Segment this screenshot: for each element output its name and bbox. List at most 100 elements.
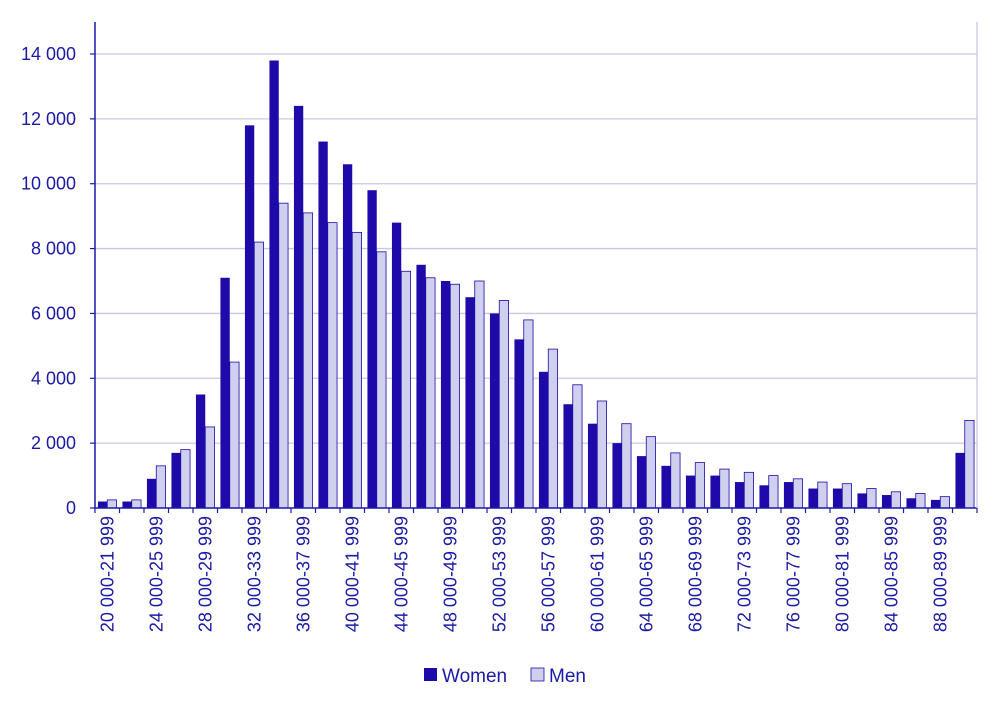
bar-men-7 — [278, 202, 289, 509]
bar-men-33 — [915, 493, 926, 509]
x-tick-label: 84 000-85 999 — [881, 516, 901, 632]
bar-women-16 — [489, 313, 500, 508]
bar-men-1 — [131, 499, 142, 509]
bar-men-31 — [866, 488, 877, 509]
bar-men-34 — [939, 496, 950, 509]
legend-women-label: Women — [442, 666, 507, 687]
bar-women-6 — [244, 125, 255, 508]
y-tick-label: 8 000 — [31, 239, 76, 259]
legend-men-label: Men — [549, 666, 586, 687]
bar-women-1 — [122, 501, 132, 508]
bar-women-20 — [587, 423, 598, 508]
bar-men-25 — [719, 468, 730, 509]
bar-women-15 — [465, 297, 475, 508]
x-tick-label: 60 000-61 999 — [587, 516, 607, 632]
bar-men-12 — [400, 270, 411, 509]
axes — [90, 22, 978, 513]
bar-women-2 — [146, 478, 157, 508]
bar-men-10 — [351, 231, 362, 509]
bar-women-3 — [171, 452, 181, 508]
bar-men-11 — [376, 251, 387, 509]
bar-men-32 — [890, 491, 901, 509]
x-tick-label: 88 000-89 999 — [930, 516, 950, 632]
x-tick-label: 76 000-77 999 — [783, 516, 803, 632]
bar-men-16 — [498, 300, 509, 509]
bar-women-23 — [661, 465, 671, 508]
bar-women-32 — [881, 495, 892, 508]
y-axis-tick-labels: 0 2 000 4 000 6 000 8 000 10 000 12 000 14 000 — [21, 44, 76, 518]
bars — [97, 60, 975, 509]
x-tick-label: 52 000-53 999 — [489, 516, 509, 632]
x-tick-label: 36 000-37 999 — [293, 516, 313, 632]
bar-men-17 — [523, 319, 534, 509]
bar-men-2 — [155, 465, 166, 509]
bar-men-13 — [425, 277, 436, 509]
bar-men-3 — [180, 449, 191, 509]
bar-men-9 — [327, 222, 338, 509]
bar-women-35 — [955, 452, 965, 508]
bar-men-8 — [302, 212, 313, 509]
bar-women-21 — [612, 443, 622, 508]
bar-women-8 — [293, 105, 304, 508]
x-tick-label: 32 000-33 999 — [244, 516, 264, 632]
bar-men-20 — [596, 400, 607, 509]
bar-women-11 — [367, 190, 377, 508]
bar-men-26 — [743, 471, 754, 509]
bar-men-24 — [694, 462, 705, 509]
bar-women-18 — [538, 371, 549, 508]
bar-women-7 — [269, 60, 279, 509]
bar-men-21 — [621, 423, 632, 509]
bar-men-29 — [817, 481, 828, 509]
y-tick-label: 12 000 — [21, 109, 76, 129]
y-tick-label: 14 000 — [21, 44, 76, 64]
bar-men-0 — [106, 499, 117, 509]
bar-women-28 — [783, 482, 794, 508]
bar-women-30 — [832, 488, 843, 508]
bar-women-9 — [318, 141, 328, 508]
y-tick-label: 2 000 — [31, 433, 76, 453]
bar-men-14 — [449, 283, 460, 509]
bar-men-27 — [768, 475, 779, 509]
bar-women-33 — [906, 498, 916, 508]
bar-women-29 — [808, 488, 818, 508]
bar-women-14 — [440, 281, 451, 508]
x-axis-tick-labels: 20 000-21 999 24 000-25 999 28 000-29 999 3… — [97, 516, 950, 632]
bar-women-22 — [636, 456, 647, 508]
x-tick-label: 40 000-41 999 — [342, 516, 362, 632]
x-tick-label: 20 000-21 999 — [97, 516, 117, 632]
bar-men-28 — [792, 478, 803, 509]
bar-men-15 — [474, 280, 485, 509]
bar-women-24 — [685, 475, 696, 508]
bar-men-22 — [645, 436, 656, 509]
bar-men-18 — [547, 348, 558, 509]
bar-women-0 — [97, 501, 108, 508]
x-tick-label: 28 000-29 999 — [195, 516, 215, 632]
bar-women-10 — [342, 164, 353, 508]
bar-women-19 — [563, 404, 573, 508]
bar-women-12 — [391, 222, 402, 508]
bar-men-23 — [670, 452, 681, 509]
x-tick-label: 44 000-45 999 — [391, 516, 411, 632]
x-tick-label: 48 000-49 999 — [440, 516, 460, 632]
x-tick-label: 72 000-73 999 — [734, 516, 754, 632]
bar-men-5 — [229, 361, 240, 509]
bar-women-27 — [759, 485, 769, 508]
bar-women-5 — [220, 277, 230, 508]
bar-men-19 — [572, 384, 583, 509]
bar-women-26 — [734, 482, 745, 508]
y-tick-label: 4 000 — [31, 368, 76, 388]
bar-women-25 — [710, 475, 720, 508]
bar-men-6 — [253, 241, 264, 509]
legend-women-swatch — [424, 668, 437, 681]
x-tick-label: 80 000-81 999 — [832, 516, 852, 632]
y-tick-label: 6 000 — [31, 303, 76, 323]
x-tick-label: 68 000-69 999 — [685, 516, 705, 632]
bar-women-34 — [930, 499, 941, 508]
gridlines — [95, 53, 977, 444]
bar-men-4 — [204, 426, 215, 509]
bar-women-31 — [857, 493, 867, 508]
y-tick-label: 0 — [66, 498, 76, 518]
x-tick-label: 64 000-65 999 — [636, 516, 656, 632]
legend: Women Men — [424, 666, 586, 687]
